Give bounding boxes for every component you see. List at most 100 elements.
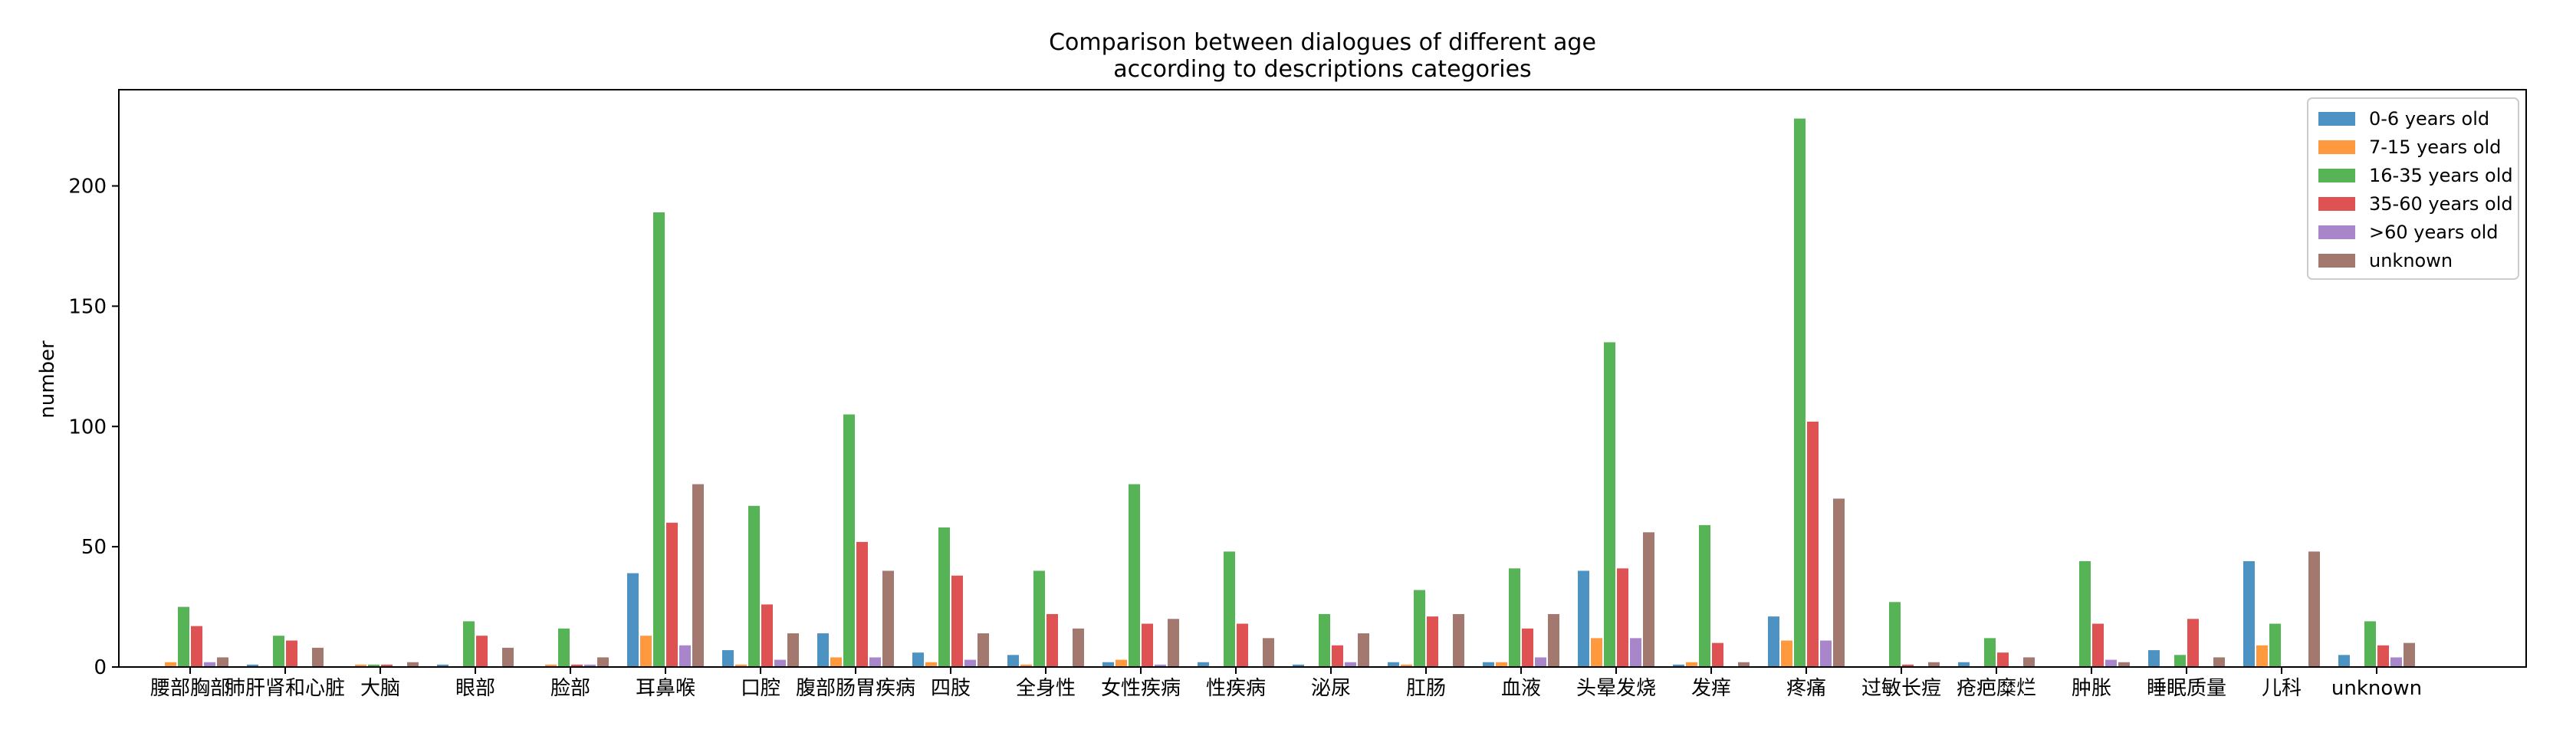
- bar: [1345, 662, 1356, 667]
- bar: [1548, 613, 1559, 667]
- bar: [1807, 421, 1819, 667]
- bar: [1073, 628, 1084, 667]
- bar: [869, 657, 881, 667]
- bar: [1263, 638, 1274, 667]
- y-tick-label: 50: [81, 536, 107, 559]
- legend-swatch: [2318, 112, 2355, 126]
- bar: [2390, 657, 2402, 667]
- x-tick-label: 全身性: [1016, 677, 1076, 700]
- plot-frame: [118, 89, 2527, 668]
- bar: [204, 662, 215, 667]
- x-tick-label: 四肢: [931, 677, 971, 700]
- bar: [1020, 664, 1032, 667]
- bar: [191, 626, 202, 667]
- bar: [571, 664, 583, 667]
- bar: [1673, 664, 1684, 667]
- bar: [1794, 118, 1806, 667]
- y-ticks: 0 50 100 150 200: [68, 176, 119, 679]
- y-tick-label: 0: [94, 656, 107, 679]
- legend-swatch: [2318, 225, 2355, 239]
- y-tick-label: 150: [68, 295, 107, 318]
- bar: [1046, 613, 1058, 667]
- legend-label: 0-6 years old: [2369, 108, 2489, 130]
- bar: [2105, 659, 2117, 667]
- bar: [1142, 623, 1153, 667]
- bar: [1522, 628, 1533, 667]
- bar: [748, 505, 760, 667]
- x-tick-label: 过敏长痘: [1861, 677, 1941, 700]
- legend-swatch: [2318, 197, 2355, 211]
- bar: [437, 664, 449, 667]
- chart-title-line-1: Comparison between dialogues of differen…: [1049, 29, 1596, 56]
- bar: [1293, 664, 1304, 667]
- bar: [978, 633, 989, 667]
- x-tick-label: 耳鼻喉: [636, 677, 695, 700]
- bar: [502, 647, 514, 667]
- bar: [247, 664, 258, 667]
- bar: [1388, 662, 1399, 667]
- bar: [273, 636, 284, 667]
- bar: [640, 636, 652, 667]
- bar: [2364, 621, 2376, 667]
- bar: [1483, 662, 1494, 667]
- bar: [1198, 662, 1209, 667]
- legend-swatch: [2318, 169, 2355, 182]
- bar: [2148, 650, 2160, 667]
- bar: [1833, 498, 1845, 667]
- bar: [2187, 619, 2199, 667]
- y-tick-label: 100: [68, 416, 107, 439]
- x-tick-label: 大脑: [360, 677, 400, 700]
- bar: [584, 664, 596, 667]
- y-tick-label: 200: [68, 176, 107, 199]
- bar: [2079, 560, 2091, 667]
- x-tick-label: 疼痛: [1786, 677, 1826, 700]
- bar: [1224, 551, 1235, 667]
- x-tick-label: 腰部胸部: [150, 677, 230, 700]
- chart-title-line-2: according to descriptions categories: [1113, 56, 1531, 83]
- bar: [1578, 570, 1589, 667]
- bar: [830, 657, 842, 667]
- bar: [1591, 638, 1602, 667]
- bar: [761, 604, 773, 667]
- bar: [951, 575, 963, 667]
- legend-label: >60 years old: [2369, 222, 2499, 243]
- bar: [2174, 655, 2186, 667]
- bar: [597, 657, 609, 667]
- bar: [463, 621, 475, 667]
- bar: [1820, 640, 1832, 667]
- bar: [856, 541, 868, 667]
- bar: [1738, 662, 1750, 667]
- bar: [774, 659, 786, 667]
- bar: [1617, 568, 1628, 667]
- legend-label: 16-35 years old: [2369, 165, 2513, 186]
- bar: [1902, 664, 1914, 667]
- bar: [1686, 662, 1697, 667]
- x-tick-label: 肿胀: [2072, 677, 2111, 700]
- bar: [2023, 657, 2035, 667]
- bar: [2092, 623, 2104, 667]
- bar: [1116, 659, 1127, 667]
- bar: [2256, 645, 2268, 667]
- bar: [1358, 633, 1369, 667]
- bar: [964, 659, 976, 667]
- x-tick-label: 女性疾病: [1101, 677, 1181, 700]
- bar: [1997, 652, 2009, 667]
- bar: [355, 664, 366, 667]
- bar: [843, 414, 855, 667]
- bar: [1155, 664, 1166, 667]
- bar: [925, 662, 937, 667]
- bar: [381, 664, 393, 667]
- legend-box: [2307, 97, 2519, 280]
- bar: [692, 484, 704, 667]
- x-tick-label: 肛肠: [1406, 677, 1446, 700]
- bar: [1414, 590, 1425, 667]
- bar: [368, 664, 380, 667]
- bar: [912, 652, 924, 667]
- bar: [1496, 662, 1507, 667]
- bar: [476, 636, 488, 667]
- bar: [653, 212, 665, 667]
- x-tick-label: 发痒: [1691, 677, 1731, 700]
- bar: [1604, 342, 1615, 667]
- bar: [2404, 642, 2415, 667]
